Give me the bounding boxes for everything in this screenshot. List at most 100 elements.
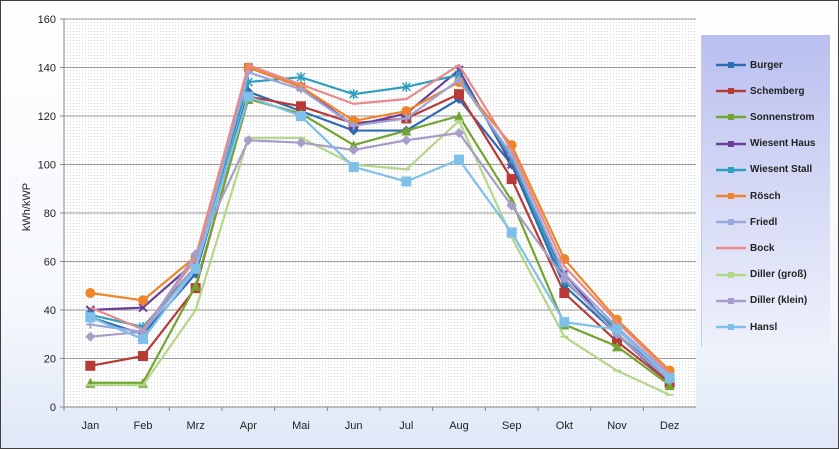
series-line bbox=[90, 131, 671, 382]
legend-label: Burger bbox=[750, 59, 783, 71]
legend-label: Hansl bbox=[750, 321, 778, 333]
legend-item: Diller (groß) bbox=[716, 267, 807, 283]
legend-item: Wiesent Haus bbox=[716, 136, 815, 152]
x-tick-label: Jun bbox=[345, 420, 363, 432]
y-tick-label: 20 bbox=[44, 354, 56, 366]
data-point bbox=[296, 137, 306, 148]
legend: Burger Schemberg Sonnenstrom Wiesent Haus Wi… bbox=[701, 35, 830, 347]
data-point bbox=[138, 302, 148, 313]
x-tick-label: Aug bbox=[449, 420, 469, 432]
y-tick-label: 80 bbox=[44, 208, 56, 220]
x-tick-label: Apr bbox=[240, 420, 257, 432]
data-point bbox=[190, 280, 201, 291]
data-point bbox=[348, 161, 359, 172]
legend-item: Friedl bbox=[716, 214, 777, 230]
data-point bbox=[85, 331, 96, 342]
data-point bbox=[190, 263, 201, 274]
data-point bbox=[297, 85, 305, 94]
x-tick-label: Jul bbox=[399, 420, 413, 432]
data-point bbox=[296, 101, 306, 112]
data-point bbox=[296, 72, 306, 83]
data-point bbox=[454, 89, 464, 100]
x-tick-label: Nov bbox=[607, 420, 627, 432]
data-point bbox=[401, 125, 412, 136]
x-tick-label: Okt bbox=[556, 420, 573, 432]
x-tick-label: Feb bbox=[134, 420, 153, 432]
data-point bbox=[349, 89, 359, 100]
data-point bbox=[349, 121, 358, 130]
y-tick-label: 120 bbox=[38, 111, 56, 123]
legend-swatch bbox=[716, 297, 746, 304]
data-point bbox=[612, 341, 622, 352]
y-axis-label: kWh/kWP bbox=[21, 182, 33, 232]
data-point bbox=[296, 111, 306, 121]
legend-swatch bbox=[716, 114, 746, 121]
data-point bbox=[190, 249, 201, 260]
data-point bbox=[243, 91, 254, 102]
legend-swatch bbox=[716, 140, 746, 147]
series-line bbox=[90, 66, 671, 372]
x-tick-label: Sep bbox=[502, 420, 522, 432]
series-line bbox=[90, 97, 671, 387]
y-tick-label: 100 bbox=[38, 160, 56, 172]
x-tick-label: Dez bbox=[660, 420, 680, 432]
data-point bbox=[454, 127, 464, 138]
legend-label: Diller (klein) bbox=[750, 295, 808, 307]
x-tick-label: Mai bbox=[292, 420, 310, 432]
data-point bbox=[506, 227, 517, 238]
legend-item: Diller (klein) bbox=[716, 293, 807, 309]
data-point bbox=[454, 154, 464, 165]
data-point bbox=[401, 81, 411, 92]
data-point bbox=[138, 295, 148, 306]
legend-swatch bbox=[716, 219, 746, 226]
data-point bbox=[559, 317, 570, 328]
legend-item: Schemberg bbox=[716, 83, 804, 99]
data-point bbox=[664, 372, 675, 383]
data-point bbox=[454, 111, 464, 121]
legend-label: Friedl bbox=[750, 216, 778, 228]
legend-label: Sonnenstrom bbox=[750, 111, 815, 123]
data-point bbox=[506, 174, 517, 185]
legend-item: Wiesent Stall bbox=[716, 162, 812, 178]
series-line bbox=[90, 92, 671, 384]
data-point bbox=[401, 135, 412, 146]
data-point bbox=[348, 144, 359, 155]
data-point bbox=[138, 334, 148, 345]
legend-swatch bbox=[716, 62, 746, 68]
data-point bbox=[401, 176, 412, 187]
series-line bbox=[90, 119, 671, 396]
data-point bbox=[506, 200, 517, 211]
legend-label: Rösch bbox=[750, 190, 781, 202]
data-point bbox=[559, 288, 570, 299]
x-tick-label: Jan bbox=[81, 420, 99, 432]
data-point bbox=[138, 351, 148, 362]
y-tick-label: 40 bbox=[44, 305, 56, 317]
legend-label: Bock bbox=[750, 242, 775, 254]
legend-item: Hansl bbox=[716, 319, 777, 335]
data-point bbox=[85, 312, 96, 323]
y-tick-label: 60 bbox=[44, 257, 56, 269]
legend-swatch bbox=[716, 247, 746, 250]
data-point bbox=[85, 288, 96, 299]
legend-label: Wiesent Stall bbox=[750, 164, 813, 176]
legend-label: Schemberg bbox=[750, 85, 805, 97]
data-point bbox=[612, 314, 622, 325]
y-tick-label: 140 bbox=[38, 63, 56, 75]
legend-label: Diller (groß) bbox=[750, 269, 807, 281]
legend-item: Rösch bbox=[716, 188, 781, 204]
data-point bbox=[402, 114, 411, 123]
series-line bbox=[89, 95, 671, 379]
legend-swatch bbox=[716, 166, 746, 173]
series-line bbox=[89, 90, 671, 384]
legend-item: Bock bbox=[716, 240, 774, 256]
legend-swatch bbox=[716, 88, 746, 95]
data-point bbox=[455, 75, 463, 84]
data-point bbox=[401, 106, 412, 117]
x-tick-label: Mrz bbox=[187, 420, 205, 432]
data-point bbox=[243, 135, 254, 146]
data-point bbox=[559, 273, 570, 284]
legend-item: Sonnenstrom bbox=[716, 109, 814, 125]
legend-label: Wiesent Haus bbox=[750, 138, 816, 150]
